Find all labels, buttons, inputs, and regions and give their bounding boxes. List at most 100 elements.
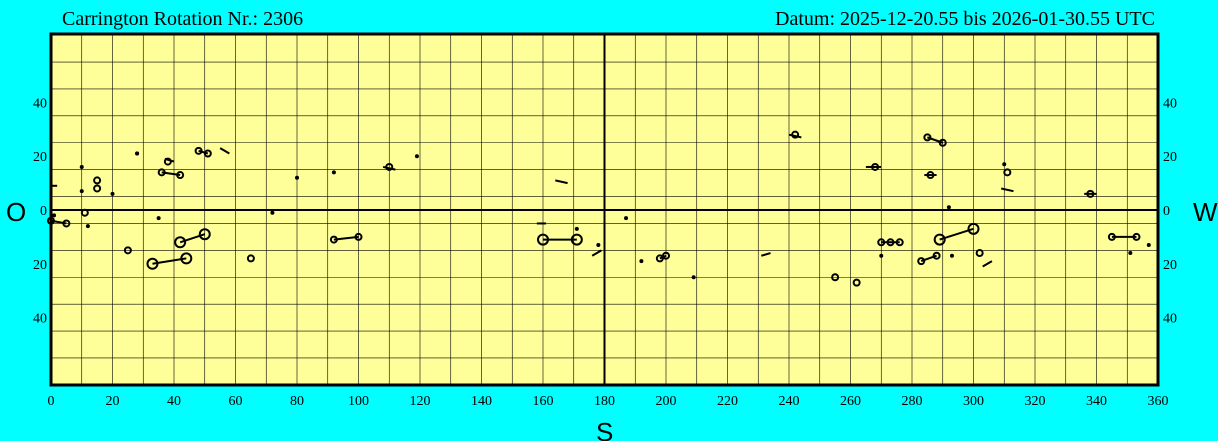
sunspot-circle	[1107, 232, 1116, 241]
spot-dash	[555, 179, 568, 185]
sunspot-dot	[691, 275, 696, 280]
spot-dash	[761, 252, 771, 257]
sunspot-circle	[203, 149, 212, 158]
sunspot-circle	[886, 238, 895, 247]
sunspot-circle	[852, 278, 861, 287]
x-tick-label: 120	[410, 394, 431, 409]
sunspot-circle	[62, 219, 71, 228]
spot-dash	[382, 165, 396, 171]
sunspot-circle	[975, 249, 984, 258]
sunspot-dot	[414, 154, 419, 159]
sunspot-dot	[110, 191, 115, 196]
sunspot-dot	[624, 216, 629, 221]
axes-lines	[51, 34, 1158, 385]
sunspot-circle	[194, 146, 203, 155]
x-tick-label: 240	[779, 394, 800, 409]
spot-group-link	[198, 149, 209, 155]
sunspot-dot	[52, 213, 57, 218]
x-tick-label: 0	[48, 394, 55, 409]
x-tick-label: 340	[1086, 394, 1107, 409]
sunspot-circle	[938, 138, 947, 147]
x-tick-label: 200	[656, 394, 677, 409]
spot-dash	[982, 260, 993, 268]
sunspot-circle	[180, 252, 193, 265]
y-tick-label-left: 20	[33, 150, 47, 165]
sunspot-circle	[662, 251, 670, 260]
x-tick-label: 300	[963, 394, 984, 409]
sunspot-dot	[949, 253, 954, 258]
sunspot-dot	[156, 216, 161, 221]
sunspot-dot	[295, 175, 299, 180]
plot-frame	[49, 32, 1160, 387]
sunspot-circle	[163, 157, 172, 166]
sunspot-marks	[47, 130, 1151, 287]
rotation-label: Carrington Rotation Nr.: 2306	[62, 8, 303, 30]
x-tick-label: 220	[717, 394, 738, 409]
sunspot-circle	[93, 184, 102, 193]
south-label: S	[596, 417, 613, 441]
x-tick-label: 80	[290, 394, 304, 409]
sunspot-dot	[879, 253, 884, 258]
x-tick-label: 100	[348, 394, 369, 409]
sunspot-dot	[639, 259, 644, 264]
sunspot-circle	[791, 130, 800, 139]
sunspot-dot	[596, 242, 601, 247]
sunspot-circle	[570, 233, 583, 246]
east-label: O	[6, 197, 26, 227]
sunspot-circle	[329, 235, 338, 244]
x-tick-label: 360	[1148, 394, 1169, 409]
sunspot-circle	[895, 238, 904, 247]
sunspot-dot	[270, 210, 275, 215]
sunspot-dot	[331, 170, 336, 175]
sunspot-circle	[146, 257, 159, 270]
x-tick-label: 260	[840, 394, 861, 409]
y-tick-label-right: 40	[1163, 312, 1177, 327]
sunspot-circle	[123, 246, 132, 255]
y-tick-label-left: 40	[33, 312, 47, 327]
sunspot-circle	[1086, 189, 1095, 198]
sunspot-circle	[877, 238, 886, 247]
west-label: W	[1193, 197, 1218, 227]
x-tick-labels: 0 20 40 60 80 100 120 140 160 180 200 220 240 260 280 3…	[48, 394, 1169, 409]
sunspot-dot	[79, 189, 84, 194]
sunspot-circle	[655, 254, 664, 263]
sunspot-dot	[574, 226, 579, 231]
sunspot-circle	[933, 233, 946, 246]
sunspot-dot	[946, 205, 951, 210]
date-label: Datum: 2025-12-20.55 bis 2026-01-30.55 U…	[775, 8, 1155, 30]
x-tick-label: 20	[106, 394, 120, 409]
sunspot-circle	[923, 133, 932, 142]
sunspot-circle	[537, 233, 549, 246]
x-tick-label: 140	[471, 394, 492, 409]
sunspot-circle	[246, 254, 255, 263]
spot-dash	[219, 147, 230, 155]
sunspot-circle	[385, 162, 394, 171]
sunspot-circle	[871, 162, 880, 171]
spot-group-link	[333, 235, 359, 241]
y-tick-label-right: 20	[1163, 258, 1177, 273]
y-tick-labels-right: 40 20 0 20 40	[1163, 96, 1177, 326]
sunspot-circle	[926, 171, 935, 180]
sunspot-dot	[1002, 162, 1007, 167]
spot-dash	[1000, 187, 1014, 193]
y-tick-label-left: 0	[40, 204, 47, 219]
sunspot-circle	[80, 208, 89, 217]
x-tick-label: 60	[229, 394, 243, 409]
x-tick-label: 180	[594, 394, 615, 409]
x-tick-label: 320	[1025, 394, 1046, 409]
sunspot-circle	[917, 257, 926, 266]
x-tick-label: 280	[902, 394, 923, 409]
sunspot-circle	[93, 176, 102, 185]
sunspot-circle	[176, 171, 185, 180]
sunspot-circle	[967, 222, 980, 235]
sunspot-circle	[354, 232, 363, 241]
sunspot-circle	[932, 251, 941, 260]
spot-dash	[788, 133, 802, 139]
y-tick-labels-left: 40 20 0 20 40	[33, 96, 47, 326]
sunspot-circle	[198, 228, 211, 241]
sunspot-circle	[1003, 168, 1012, 177]
y-tick-label-right: 0	[1163, 204, 1170, 219]
x-tick-label: 40	[167, 394, 181, 409]
sunspot-circle	[157, 168, 166, 177]
